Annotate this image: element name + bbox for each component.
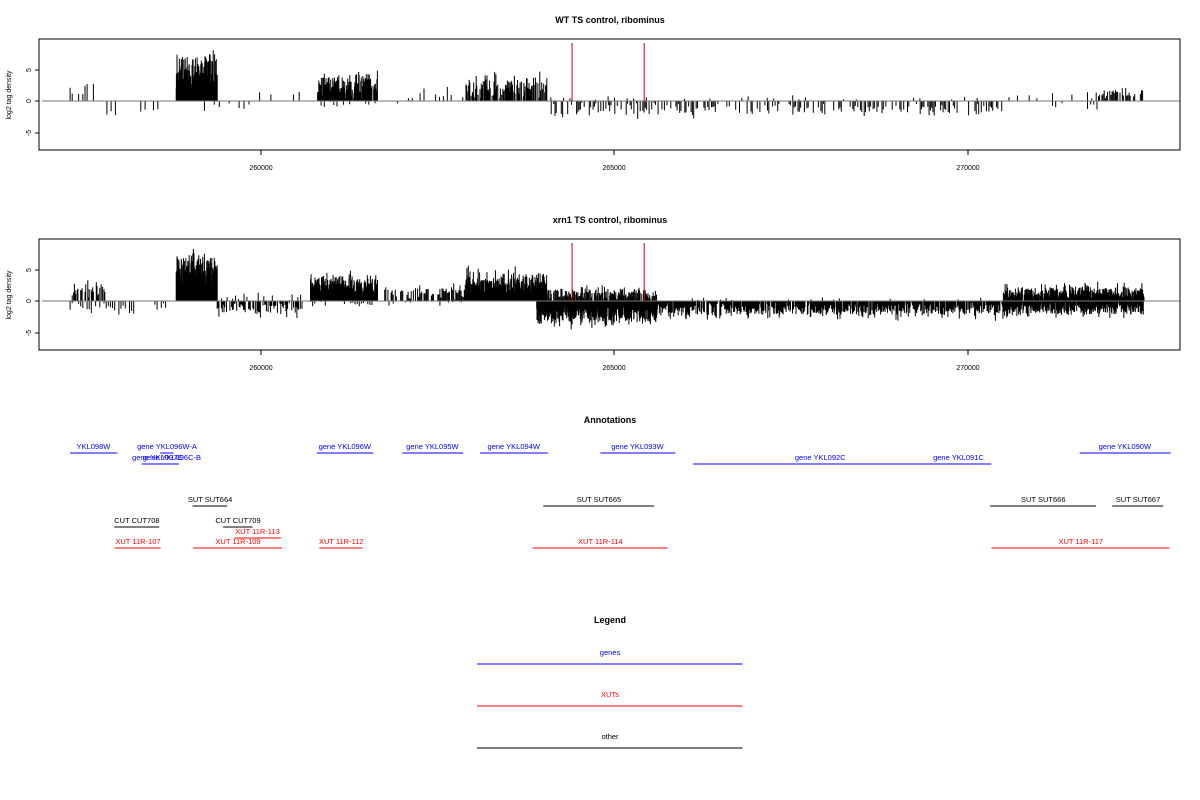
- panel-wt: WT TS control, ribominus log2 tag densit…: [6, 15, 1181, 172]
- signal-bars: [656, 301, 1011, 321]
- feature-label: gene YKL096C-B: [143, 453, 201, 462]
- track-bars-wt: [69, 50, 1144, 119]
- panel-title-wt: WT TS control, ribominus: [555, 15, 665, 25]
- legend-title: Legend: [594, 615, 626, 625]
- legend-label: other: [601, 732, 619, 741]
- legend-item-genes: genes: [477, 648, 742, 664]
- x-tick-label: 270000: [956, 365, 979, 372]
- feature-label: CUT CUT709: [215, 516, 260, 525]
- signal-bars: [465, 71, 548, 101]
- signal-bars: [384, 283, 466, 301]
- y-tick-label: 5: [26, 268, 33, 272]
- signal-bars: [203, 101, 250, 111]
- signal-bars: [220, 292, 302, 301]
- panel-title-xrn1: xrn1 TS control, ribominus: [553, 215, 668, 225]
- y-tick-label: -5: [26, 130, 33, 136]
- x-tick-label: 265000: [602, 365, 625, 372]
- legend-label: XUTs: [601, 690, 619, 699]
- x-tick-label: 265000: [602, 165, 625, 172]
- signal-bars: [175, 50, 218, 101]
- feature-label: XUT 11R-114: [578, 537, 623, 546]
- signal-bars: [71, 280, 106, 301]
- signal-bars: [465, 265, 548, 301]
- signal-bars: [550, 95, 1010, 101]
- feature-label: YKL098W: [77, 442, 112, 451]
- signal-bars: [175, 248, 218, 301]
- signal-bars: [691, 297, 1016, 301]
- panel-xrn1: xrn1 TS control, ribominus log2 tag dens…: [6, 215, 1181, 372]
- annotations-section: Annotations YKL098W gene YKL096W-A gene YK…: [70, 415, 1170, 548]
- feature-label: gene YKL095W: [406, 442, 459, 451]
- feature-label: gene YKL094W: [488, 442, 541, 451]
- signal-bars: [320, 101, 376, 107]
- feature-label: SUT SUT665: [577, 495, 621, 504]
- feature-label: gene YKL096W: [319, 442, 372, 451]
- signal-bars: [1002, 301, 1144, 318]
- y-tick-label: 0: [26, 99, 33, 103]
- signal-bars: [407, 87, 464, 101]
- feature-label: SUT SUT667: [1116, 495, 1160, 504]
- signal-bars: [1002, 281, 1145, 301]
- signal-bars: [1091, 87, 1144, 101]
- x-axis-xrn1: 260000 265000 270000: [249, 349, 980, 372]
- feature-label: gene YKL097C: [132, 453, 183, 462]
- region-markers-wt: [571, 43, 645, 101]
- signal-bars: [546, 285, 657, 301]
- y-tick-label: -5: [26, 330, 33, 336]
- signal-bars: [216, 301, 303, 318]
- feature-label: SUT SUT666: [1021, 495, 1065, 504]
- signal-bars: [310, 270, 378, 301]
- signal-bars: [69, 301, 167, 315]
- signal-bars: [317, 70, 378, 101]
- y-tick-label: 0: [26, 299, 33, 303]
- annotations-title: Annotations: [584, 415, 637, 425]
- x-axis-wt: 260000 265000 270000: [249, 149, 980, 172]
- signal-bars: [536, 301, 658, 330]
- signal-bars: [259, 91, 300, 101]
- x-tick-label: 260000: [249, 365, 272, 372]
- signal-bars: [388, 301, 462, 306]
- feature-label: XUT 11R-112: [319, 537, 364, 546]
- feature-label: gene YKL090W: [1099, 442, 1152, 451]
- y-axis-wt: -5 0 5: [26, 68, 40, 136]
- signal-bars: [69, 83, 94, 101]
- signal-bars: [550, 101, 1003, 119]
- signal-bars: [1052, 101, 1098, 110]
- y-axis-label-xrn1: log2 tag density: [6, 270, 13, 320]
- feature-label: gene YKL093W: [611, 442, 664, 451]
- feature-label: XUT 11R-117: [1058, 537, 1103, 546]
- legend-section: Legend genes XUTs other: [477, 615, 742, 748]
- feature-label: SUT SUT664: [188, 495, 232, 504]
- x-tick-label: 260000: [249, 165, 272, 172]
- feature-label: XUT 11R-113: [235, 527, 280, 536]
- feature-label: XUT 11R-109: [215, 537, 260, 546]
- legend-item-other: other: [477, 732, 742, 748]
- track-bars-xrn1: [69, 248, 1145, 330]
- feature-label: gene YKL091C: [933, 453, 984, 462]
- signal-bars: [1017, 92, 1088, 101]
- signal-bars: [106, 101, 159, 116]
- feature-label: CUT CUT708: [114, 516, 159, 525]
- legend-label: genes: [600, 648, 621, 657]
- feature-label: XUT 11R-107: [115, 537, 160, 546]
- feature-label: gene YKL096W-A: [137, 442, 197, 451]
- feature-label: gene YKL092C: [795, 453, 846, 462]
- y-axis-xrn1: -5 0 5: [26, 268, 40, 336]
- legend-item-xuts: XUTs: [477, 690, 742, 706]
- x-tick-label: 270000: [956, 165, 979, 172]
- region-markers-xrn1: [571, 243, 645, 301]
- y-axis-label-wt: log2 tag density: [6, 70, 13, 120]
- signal-bars: [310, 301, 373, 307]
- y-tick-label: 5: [26, 68, 33, 72]
